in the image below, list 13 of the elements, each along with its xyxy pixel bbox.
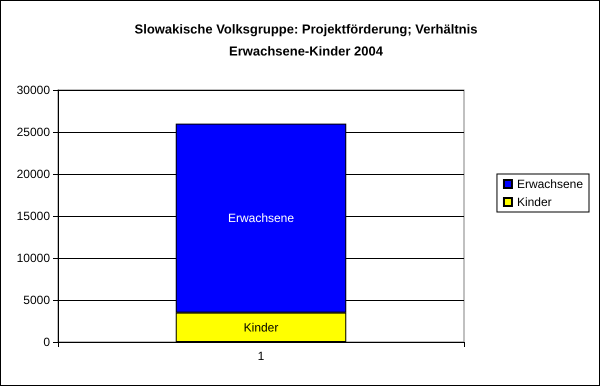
y-tick-label: 0	[43, 335, 50, 349]
y-tick-label: 10000	[16, 251, 50, 265]
y-tick-label: 20000	[16, 167, 50, 181]
text: Erwachsene	[228, 211, 294, 226]
y-tick-label: 30000	[16, 83, 50, 97]
text: Kinder	[244, 320, 278, 334]
y-tick-label: 15000	[16, 209, 50, 223]
x-tick-label: 1	[258, 349, 265, 363]
legend-label: Erwachsene	[516, 177, 584, 191]
y-tick-label: 25000	[16, 125, 50, 139]
legend-label: Kinder	[516, 195, 552, 209]
chart-title: Slowakische Volksgruppe: Projektförderung; Verhältnis Erwachsene-Kinder 2004	[134, 22, 478, 58]
y-tick-label: 5000	[23, 293, 50, 307]
